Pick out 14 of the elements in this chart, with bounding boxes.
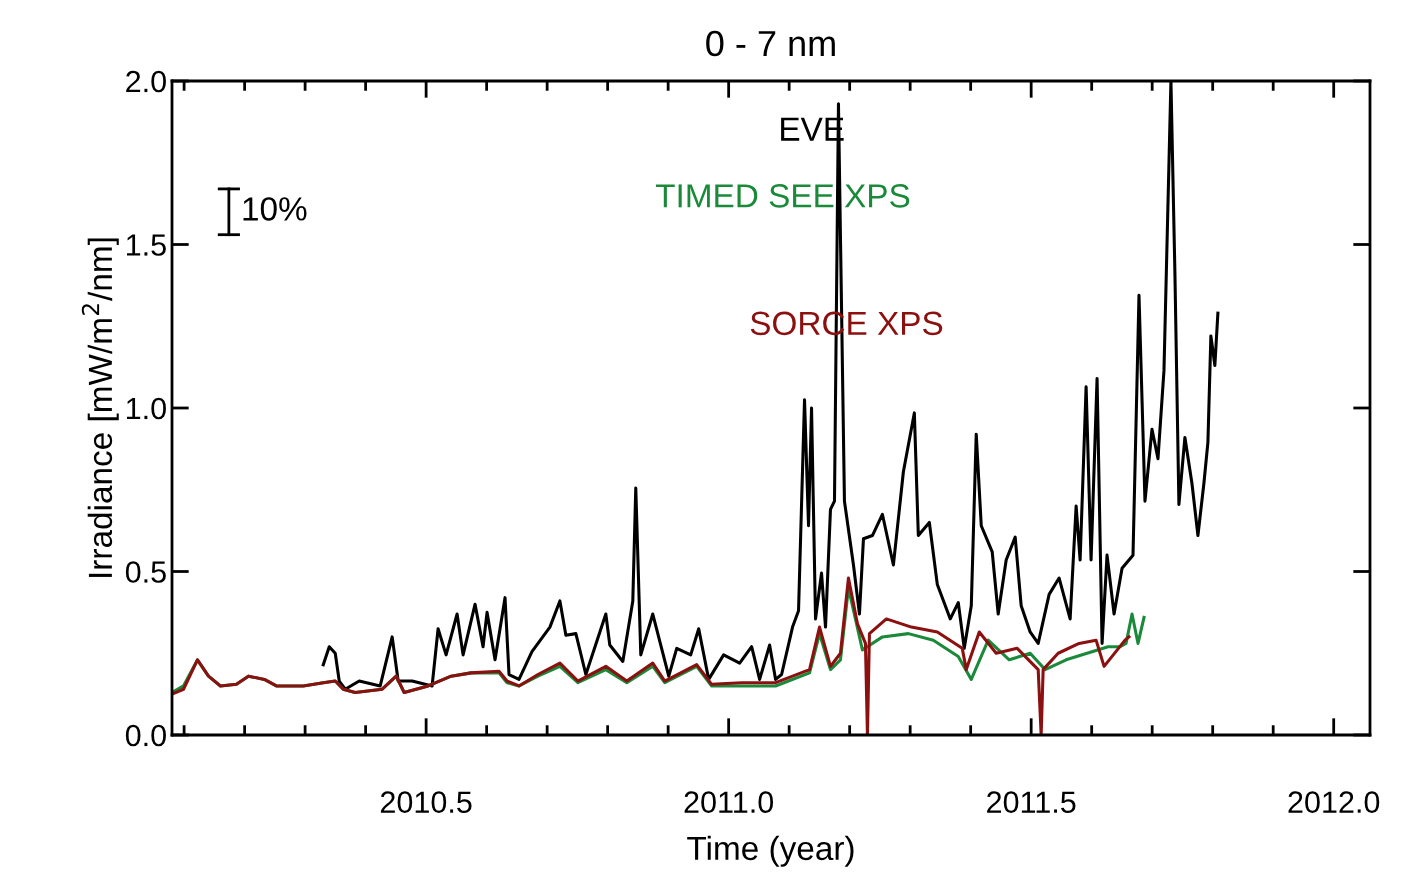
text: TIMED SEE XPS (655, 184, 910, 208)
x-axis-title: Time (year) (687, 835, 854, 867)
y-tick-label: 0.5 (125, 561, 166, 583)
y-tick-label: 1.5 (127, 234, 166, 256)
x-tick-label: 2011.5 (987, 791, 1076, 813)
y-tick-label: 2.0 (126, 70, 166, 93)
annotation: 10% (243, 197, 307, 221)
y-axis-title: Irradiance [mW/m$^{2}$/nm] (81, 238, 119, 577)
y-tick-label: 1.0 (127, 397, 166, 420)
x-tick-label: 2012.0 (1288, 791, 1380, 813)
chart-title: 0 - 7 nm (706, 30, 835, 57)
x-tick-label: 2011.0 (684, 791, 774, 813)
x-tick-label: 2010.5 (380, 791, 472, 813)
y-tick-label: 0.0 (125, 724, 166, 747)
